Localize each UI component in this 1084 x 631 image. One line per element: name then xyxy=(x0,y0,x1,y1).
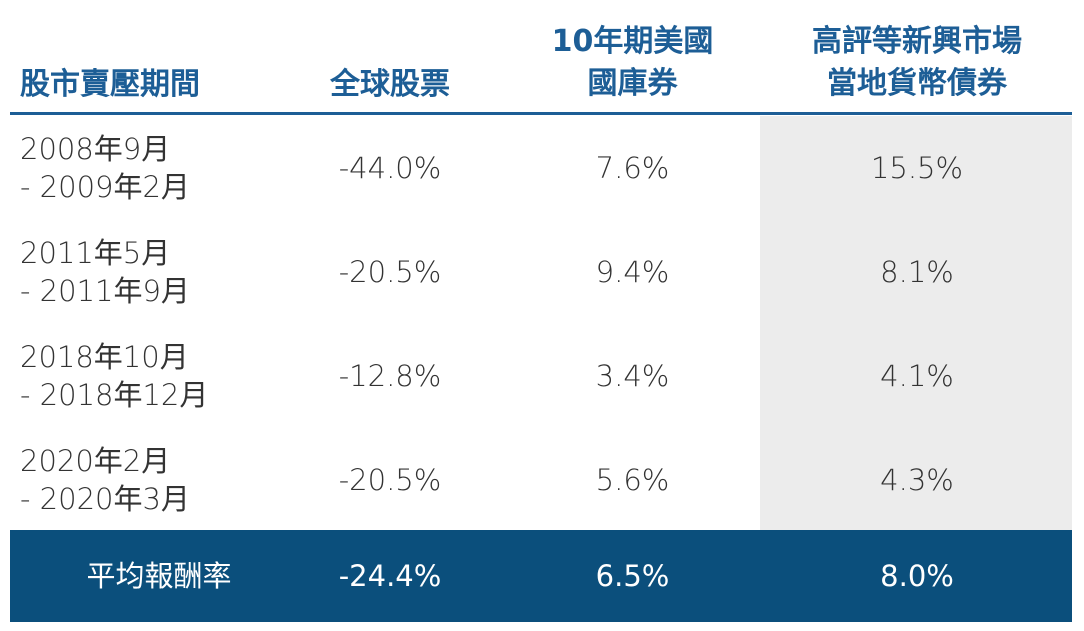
value-text: 7.6% xyxy=(595,151,670,185)
header-text: 全球股票 xyxy=(330,67,450,102)
value-text: -20.5% xyxy=(338,463,442,497)
value-text: 5.6% xyxy=(595,463,670,497)
period-text: 2008年9月 xyxy=(20,132,171,166)
value-text: -12.8% xyxy=(338,359,442,393)
period-text: - 2018年12月 xyxy=(20,378,209,412)
table-cell: 2020年2月 - 2020年3月 xyxy=(20,428,290,532)
footer-band xyxy=(10,530,1072,622)
table-cell: 8.1% xyxy=(762,220,1072,324)
header-text: 10年期美國 xyxy=(551,24,714,59)
table-cell: 3.4% xyxy=(510,324,755,428)
footer-text: 6.5% xyxy=(595,559,670,593)
value-text: 9.4% xyxy=(595,255,670,289)
footer-cell: 平均報酬率 xyxy=(24,530,294,622)
period-text: - 2020年3月 xyxy=(20,482,190,516)
table-cell: -12.8% xyxy=(290,324,490,428)
table-cell: 15.5% xyxy=(762,116,1072,220)
value-text: 15.5% xyxy=(870,151,964,185)
header-text: 股市賣壓期間 xyxy=(20,67,200,102)
period-text: 2018年10月 xyxy=(20,340,189,374)
period-text: 2011年5月 xyxy=(20,236,171,270)
footer-cell: -24.4% xyxy=(290,530,490,622)
footer-cell: 8.0% xyxy=(762,530,1072,622)
header-text: 當地貨幣債券 xyxy=(827,66,1007,101)
footer-text: 8.0% xyxy=(880,559,954,593)
table-cell: -20.5% xyxy=(290,220,490,324)
header-cell: 10年期美國 國庫券 xyxy=(510,14,755,112)
header-text: 國庫券 xyxy=(587,66,678,101)
header-rule xyxy=(10,112,1072,115)
header-cell: 高評等新興市場 當地貨幣債券 xyxy=(762,14,1072,112)
table-cell: 4.3% xyxy=(762,428,1072,532)
footer-text: -24.4% xyxy=(338,559,442,593)
table-cell: 2008年9月 - 2009年2月 xyxy=(20,116,290,220)
value-text: -20.5% xyxy=(338,255,442,289)
table-cell: 7.6% xyxy=(510,116,755,220)
period-text: 2020年2月 xyxy=(20,444,171,478)
header-cell: 全球股票 xyxy=(290,14,490,112)
highlight-column xyxy=(760,116,1072,530)
value-text: 8.1% xyxy=(880,255,954,289)
table-cell: 2018年10月 - 2018年12月 xyxy=(20,324,290,428)
period-text: - 2011年9月 xyxy=(20,274,190,308)
value-text: 3.4% xyxy=(595,359,670,393)
footer-cell: 6.5% xyxy=(510,530,755,622)
value-text: 4.1% xyxy=(880,359,954,393)
footer-text: 平均報酬率 xyxy=(86,559,232,593)
table-cell: 9.4% xyxy=(510,220,755,324)
header-cell: 股市賣壓期間 xyxy=(20,14,290,112)
table-cell: 2011年5月 - 2011年9月 xyxy=(20,220,290,324)
period-text: - 2009年2月 xyxy=(20,170,190,204)
value-text: 4.3% xyxy=(880,463,954,497)
value-text: -44.0% xyxy=(338,151,442,185)
table-cell: -20.5% xyxy=(290,428,490,532)
table-cell: 5.6% xyxy=(510,428,755,532)
table-cell: -44.0% xyxy=(290,116,490,220)
header-text: 高評等新興市場 xyxy=(812,24,1022,59)
table-cell: 4.1% xyxy=(762,324,1072,428)
